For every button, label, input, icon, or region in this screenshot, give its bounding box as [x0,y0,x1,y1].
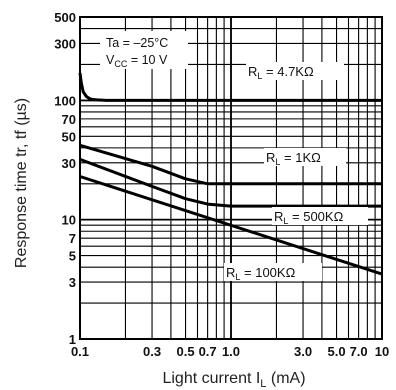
x-tick-label: 3.0 [294,344,312,359]
label-bg-500k [272,207,368,225]
x-axis-title: Light current IL (mA) [162,370,305,390]
condition-voltage: VCC = 10 V [106,53,168,69]
y-axis-title: Response time tr, tf (µs) [13,98,30,268]
y-tick-label: 70 [62,112,76,127]
series-line-0 [78,72,382,102]
label-bg-1k [264,148,346,166]
conditions-box [100,31,188,69]
x-tick-label: 0.7 [199,344,217,359]
condition-temperature: Ta = –25°C [106,36,168,50]
x-tick-label: 1.0 [222,344,240,359]
series-label-4k7: RL = 4.7KΩ [248,64,314,81]
y-tick-label: 1 [69,332,76,347]
x-tick-labels: 0.1 0.3 0.5 0.7 1.0 3.0 5.0 7.0 10 [71,344,389,359]
y-tick-label: 50 [62,129,76,144]
y-tick-label: 10 [62,213,76,228]
series-lines [78,72,383,276]
series-line-3 [79,175,383,276]
y-tick-label: 500 [54,10,76,25]
x-tick-label: 7.0 [350,344,368,359]
y-tick-label: 5 [69,249,76,264]
series-label-500k: RL = 500KΩ [274,209,344,226]
y-tick-label: 30 [62,156,76,171]
x-tick-label: 0.1 [71,344,89,359]
label-bg-100k [224,263,322,281]
x-tick-label: 0.3 [143,344,161,359]
series-line-1 [79,143,382,186]
x-tick-label: 5.0 [328,344,346,359]
x-tick-label: 0.5 [177,344,195,359]
series-line-2 [79,157,382,208]
y-tick-label: 7 [69,231,76,246]
series-label-100k: RL = 100KΩ [226,265,296,282]
label-bg-4k7 [246,62,344,80]
series-label-1k: RL = 1KΩ [266,150,321,167]
y-tick-label: 300 [54,36,76,51]
x-tick-label: 10 [375,344,389,359]
y-tick-labels: 1 3 5 7 10 30 50 70 100 300 500 [54,10,76,347]
y-tick-label: 100 [54,93,76,108]
y-tick-label: 3 [69,275,76,290]
